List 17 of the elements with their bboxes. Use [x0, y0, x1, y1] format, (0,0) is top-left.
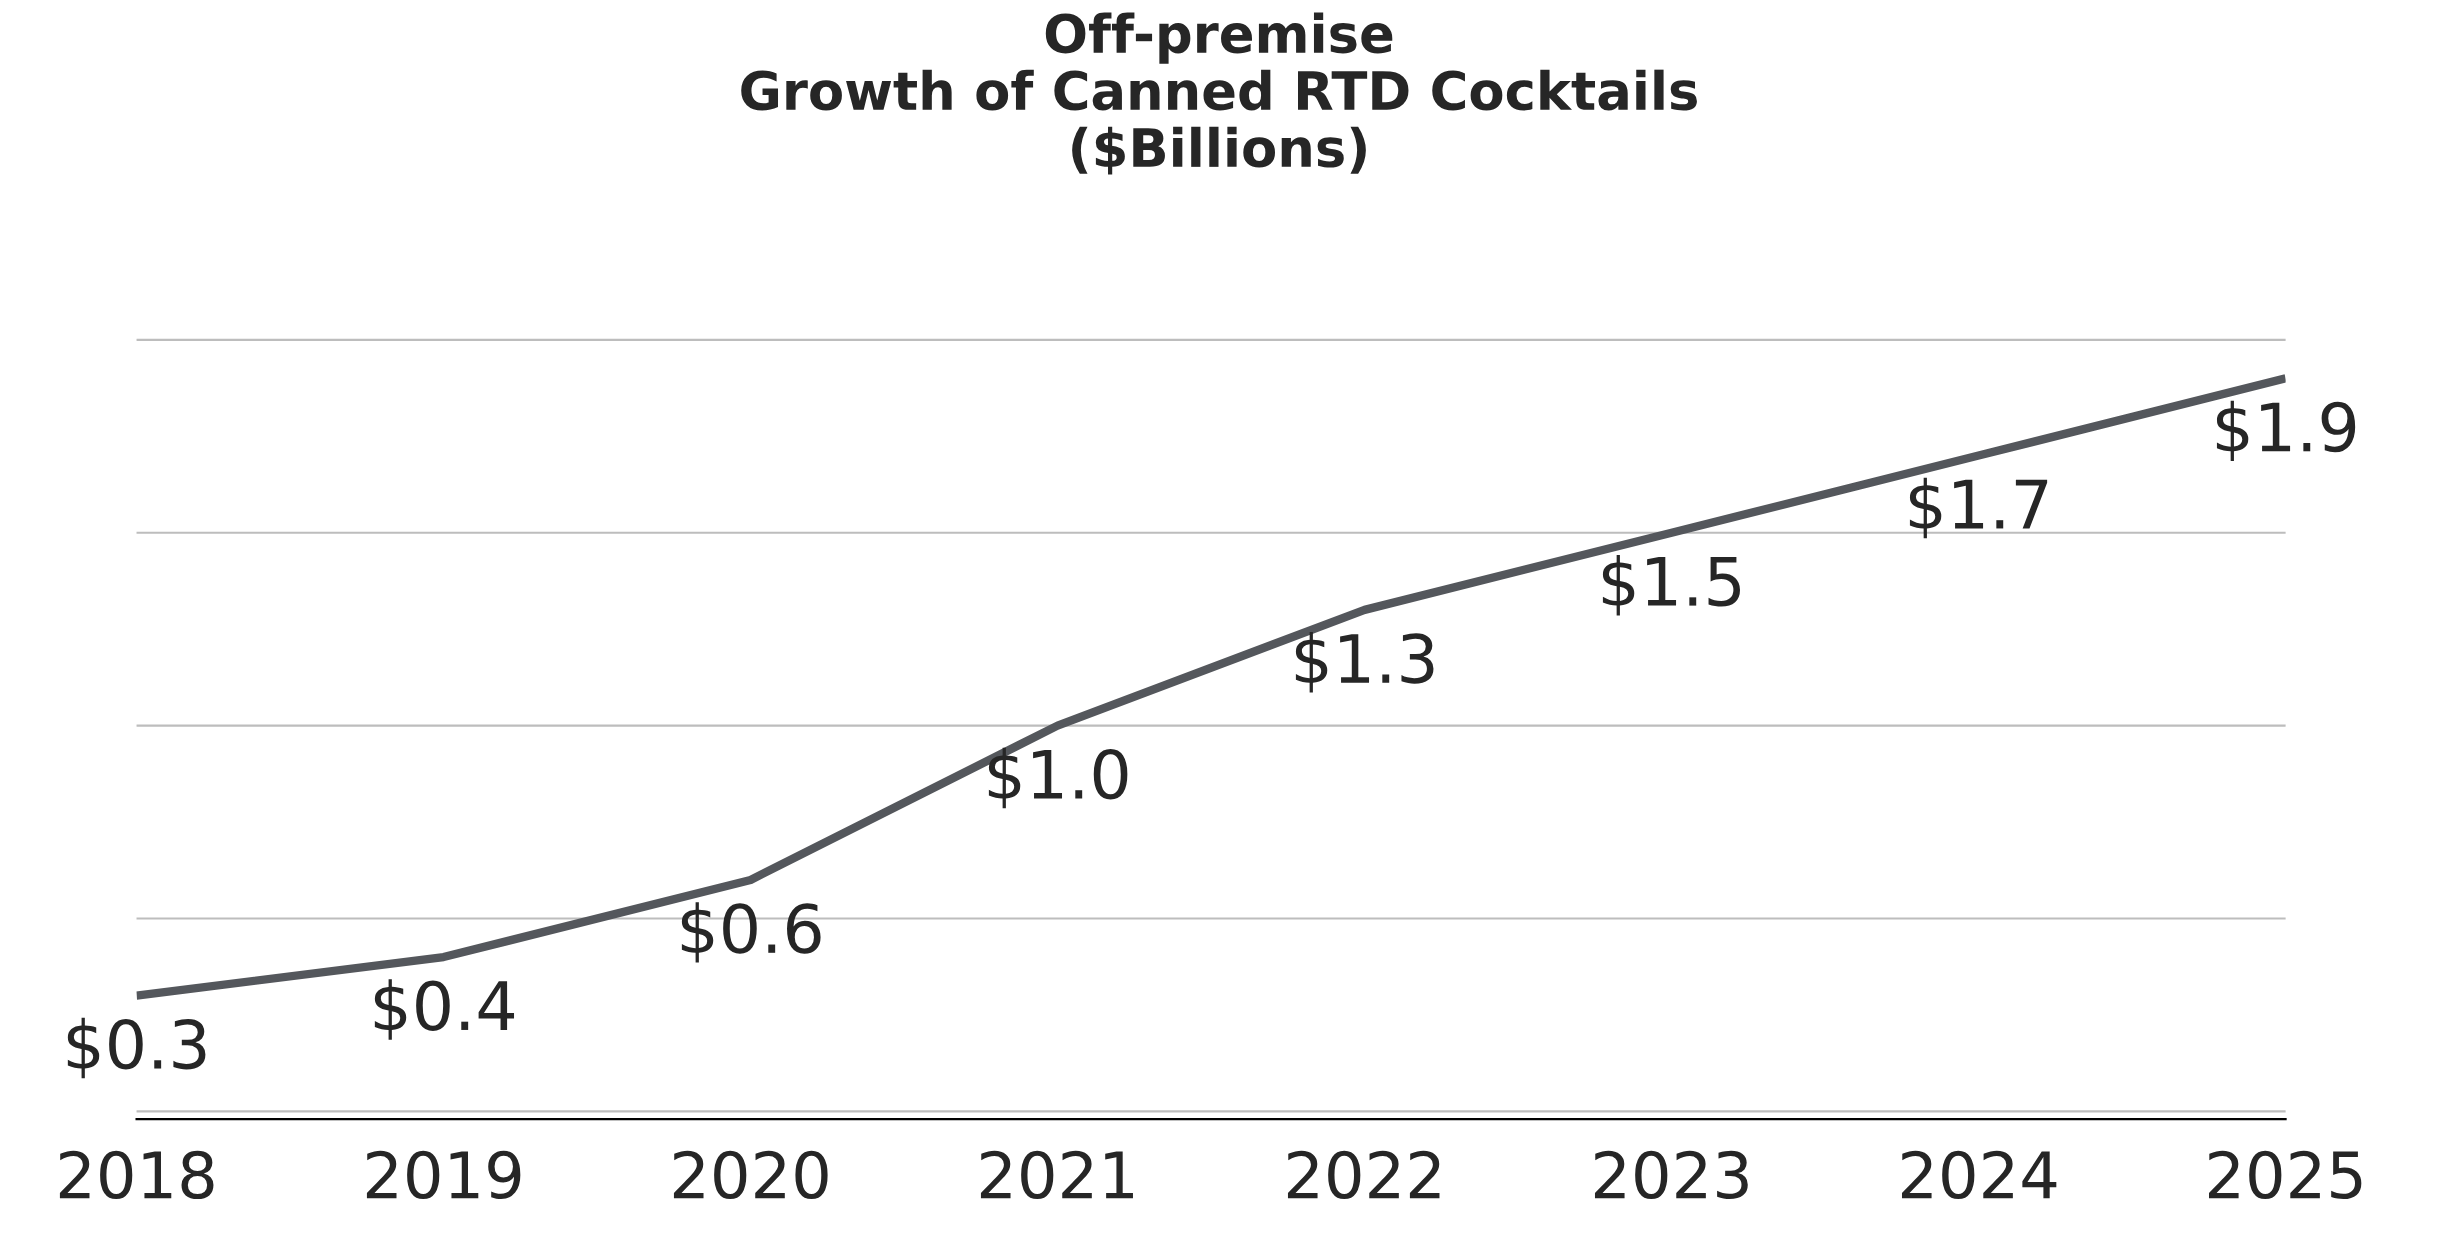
- x-tick-label: 2022: [1287, 1150, 1440, 1200]
- x-tick-label: 2024: [1901, 1150, 2057, 1200]
- data-label: $1.3: [1295, 632, 1434, 693]
- data-label: $1.5: [1602, 554, 1740, 616]
- data-label: $0.3: [67, 1017, 206, 1079]
- x-tick-label: 2025: [2209, 1150, 2362, 1200]
- data-label: $0.4: [374, 979, 515, 1040]
- data-label: $1.7: [1909, 477, 2048, 539]
- data-label: $0.6: [681, 902, 821, 963]
- x-tick-label: 2021: [980, 1150, 1133, 1200]
- x-tick-label: 2023: [1594, 1150, 1748, 1200]
- data-label: $1.0: [988, 747, 1128, 809]
- x-tick-label: 2020: [673, 1150, 828, 1200]
- x-tick-label: 2019: [366, 1150, 521, 1200]
- chart-title: Off-premise Growth of Canned RTD Cocktails ($Billions): [741, 12, 1697, 175]
- x-tick-label: 2018: [59, 1150, 214, 1200]
- data-label: $1.9: [2216, 400, 2356, 462]
